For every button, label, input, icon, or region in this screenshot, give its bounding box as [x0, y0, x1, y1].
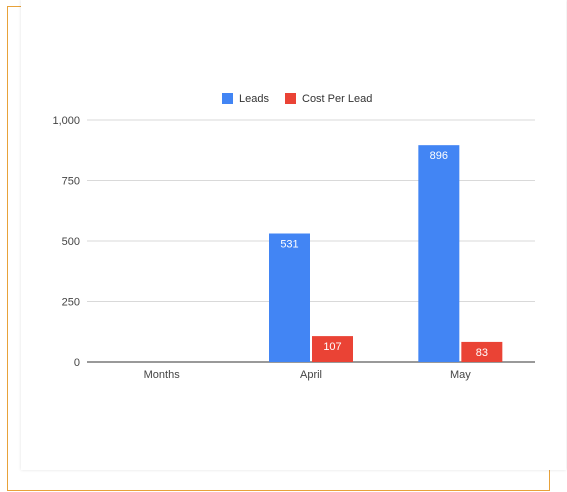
- legend-label: Leads: [239, 93, 269, 105]
- x-tick-label: May: [450, 369, 471, 381]
- legend-swatch-leads: [222, 93, 233, 104]
- chart-gridlines: [87, 119, 535, 363]
- frame-border-left: [7, 6, 8, 491]
- y-tick-label: 1,000: [52, 115, 80, 127]
- frame-border-bottom: [7, 490, 550, 491]
- chart-bars: 531 107 896 83: [269, 145, 503, 362]
- x-tick-label: April: [300, 369, 322, 381]
- bar-cost-per-lead-april: [312, 336, 353, 362]
- y-axis-ticks: 0 250 500 750 1,000: [52, 115, 80, 369]
- x-axis-ticks: Months April May: [144, 369, 472, 381]
- y-tick-label: 750: [62, 176, 80, 188]
- y-tick-label: 250: [62, 297, 80, 309]
- y-tick-label: 500: [62, 236, 80, 248]
- legend-swatch-cost-per-lead: [285, 93, 296, 104]
- x-tick-label: Months: [144, 369, 181, 381]
- bar-data-label: 896: [430, 150, 448, 162]
- legend-label: Cost Per Lead: [302, 93, 372, 105]
- frame-border-top: [7, 6, 21, 7]
- y-tick-label: 0: [74, 357, 80, 369]
- bar-data-label: 83: [476, 347, 488, 359]
- bar-leads-april: [269, 233, 310, 362]
- bar-cost-per-lead-may: [461, 341, 503, 362]
- frame-border-right: [549, 470, 550, 491]
- bar-data-label: 107: [323, 341, 341, 353]
- bar-data-label: 531: [280, 238, 298, 250]
- chart-legend: Leads Cost Per Lead: [222, 93, 372, 105]
- bar-leads-may: [418, 145, 460, 362]
